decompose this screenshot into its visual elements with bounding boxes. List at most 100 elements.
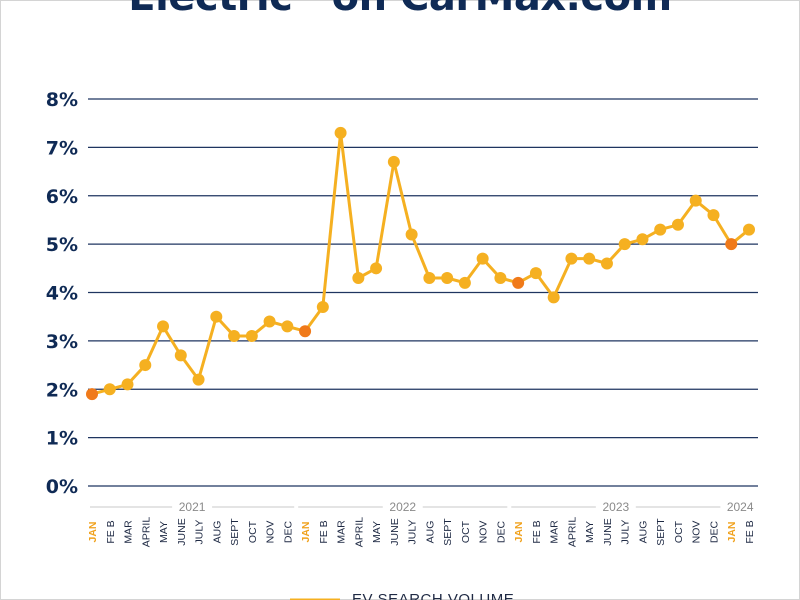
data-point: [618, 238, 631, 251]
data-point: [583, 252, 596, 265]
data-point: [725, 238, 738, 251]
x-tick-label: AUG: [637, 521, 649, 544]
series-line-path: [91, 131, 750, 396]
x-tick-label: MAR: [549, 520, 561, 544]
x-tick-label: NOV: [691, 521, 703, 544]
x-tick-label: APRIL: [140, 517, 152, 548]
data-point: [316, 301, 329, 314]
data-point: [245, 330, 258, 343]
data-point: [352, 271, 365, 284]
data-point: [512, 276, 525, 289]
data-point: [86, 388, 98, 401]
data-point: [174, 349, 187, 362]
legend: EV SEARCH VOLUME: [290, 591, 514, 600]
data-point: [139, 359, 152, 372]
x-tick-label: APRIL: [353, 517, 365, 548]
data-point: [121, 378, 134, 391]
data-point: [529, 267, 542, 280]
data-point: [689, 194, 702, 207]
x-tick-label: OCT: [673, 520, 685, 543]
x-tick-label: JULY: [620, 520, 632, 545]
x-tick-label: MAR: [123, 520, 135, 544]
year-label: 2021: [179, 500, 206, 514]
x-tick-label: SEPT: [655, 518, 667, 546]
data-point: [103, 383, 116, 396]
x-tick-label: JAN: [87, 521, 99, 542]
x-tick-label: APRIL: [566, 517, 578, 548]
x-axis-ticks: JAN FE B MAR APRIL MAY JUNE JULY AUG SEPT OCT NOV D…: [87, 517, 756, 548]
x-tick-label: JUNE: [176, 518, 188, 545]
x-tick-label: DEC: [282, 520, 294, 543]
data-point: [636, 233, 649, 246]
legend-label: EV SEARCH VOLUME: [352, 591, 514, 600]
x-tick-label: JULY: [194, 520, 206, 545]
x-tick-label: OCT: [247, 520, 259, 543]
year-axis: 2021 2022 2023 2024: [90, 500, 754, 514]
data-point: [476, 252, 489, 265]
x-tick-label: FE B: [318, 520, 330, 543]
y-tick-label: 8%: [46, 89, 78, 111]
data-point: [654, 223, 667, 236]
x-tick-label: NOV: [265, 521, 277, 544]
data-point: [743, 223, 755, 236]
data-point: [423, 271, 436, 284]
x-tick-label: JULY: [407, 520, 419, 545]
x-tick-label: MAR: [336, 520, 348, 544]
x-tick-label: FE B: [744, 520, 756, 543]
year-label: 2023: [602, 500, 629, 514]
x-tick-label: JAN: [513, 521, 525, 542]
x-tick-label: MAY: [158, 521, 170, 543]
data-point: [387, 155, 400, 168]
data-point: [494, 271, 507, 284]
data-point: [157, 320, 170, 333]
data-point: [547, 291, 560, 304]
x-tick-label: OCT: [460, 520, 472, 543]
x-tick-label: NOV: [478, 521, 490, 544]
x-tick-label: JUNE: [389, 518, 401, 545]
year-label: 2024: [727, 500, 754, 514]
x-tick-label: SEPT: [229, 518, 241, 546]
data-point: [370, 262, 383, 275]
x-tick-label: MAY: [584, 521, 596, 543]
data-point: [228, 330, 241, 343]
y-tick-label: 4%: [46, 283, 78, 305]
data-point: [281, 320, 294, 333]
x-tick-label: SEPT: [442, 518, 454, 546]
y-tick-label: 7%: [46, 137, 78, 159]
data-point: [600, 257, 613, 270]
y-tick-label: 0%: [46, 476, 78, 498]
y-tick-label: 3%: [46, 331, 78, 353]
data-point: [671, 218, 684, 231]
grid-lines: [88, 98, 758, 487]
data-point: [441, 271, 454, 284]
data-point: [405, 228, 418, 241]
data-point: [458, 276, 471, 289]
year-label: 2022: [389, 500, 416, 514]
data-point: [334, 126, 347, 139]
x-tick-label: JUNE: [602, 518, 614, 545]
x-tick-label: MAY: [371, 521, 383, 543]
data-point: [565, 252, 578, 265]
x-tick-label: FE B: [105, 520, 117, 543]
chart-title: Electric” on CarMax.com: [0, 0, 800, 20]
y-tick-label: 5%: [46, 234, 78, 256]
x-tick-label: DEC: [708, 520, 720, 543]
data-point: [263, 315, 276, 328]
data-point: [192, 373, 205, 386]
x-tick-label: DEC: [495, 520, 507, 543]
x-tick-label: JAN: [726, 521, 738, 542]
y-tick-label: 1%: [46, 428, 78, 450]
series-line: [91, 131, 750, 396]
data-point: [707, 209, 720, 222]
x-tick-label: AUG: [211, 521, 223, 544]
data-point: [210, 310, 223, 323]
y-tick-label: 6%: [46, 186, 78, 208]
y-tick-label: 2%: [46, 379, 78, 401]
x-tick-label: AUG: [424, 521, 436, 544]
series-points: [86, 126, 755, 401]
x-tick-label: FE B: [531, 520, 543, 543]
data-point: [299, 325, 312, 338]
x-tick-label: JAN: [300, 521, 312, 542]
y-axis-ticks: 0% 1% 2% 3% 4% 5% 6% 7% 8%: [46, 89, 78, 498]
